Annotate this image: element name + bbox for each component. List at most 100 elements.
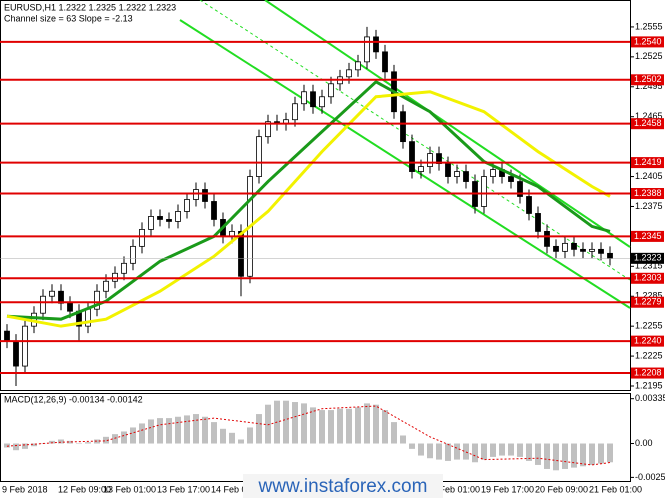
macd-bar [292,402,298,444]
current-price-tag [631,252,664,264]
macd-bar [301,403,307,444]
x-tick-label: 21 Feb 01:00 [589,484,642,494]
y-tick-label: 1.2255 [635,321,663,331]
candle-body [13,340,19,367]
macd-signal [6,405,611,466]
y-tick-label: 1.2225 [635,350,663,360]
macd-bar [157,418,163,444]
macd-bar [553,443,559,471]
candle-body [103,280,109,292]
candle-body [310,91,316,108]
macd-bar [4,443,10,448]
candle-body [121,262,127,274]
macd-bar [184,415,190,444]
x-tick-label: 9 Feb 2018 [2,484,48,494]
macd-bar [571,443,577,468]
watermark: www.instaforex.com [258,476,428,497]
macd-bar [193,414,199,444]
candle-body [607,252,613,259]
macd-bar [445,443,451,461]
macd-bar [562,443,568,469]
y-tick-label: 1.2495 [635,81,663,91]
candle-body [328,83,334,98]
candle-body [22,325,28,367]
candle-body [427,153,433,167]
candle-body [175,211,181,222]
macd-bar [400,435,406,444]
macd-bar [328,410,334,444]
candle-body [517,181,523,197]
candle-body [508,176,514,182]
x-tick-label: 20 Feb 09:00 [535,484,588,494]
x-tick-label: 19 Feb 01:00 [427,484,480,494]
y-tick-label: 1.2525 [635,51,663,61]
macd-bar [373,404,379,444]
level-tag [631,367,664,379]
candle-body [256,136,262,177]
level-tag [631,36,664,48]
candle-body [4,330,10,342]
macd-bar [427,443,433,459]
level-label: 1.2502 [634,74,662,84]
current-price-label: 1.2323 [634,253,662,263]
candle-body [49,290,55,297]
candle-body [454,171,460,177]
macd-bar [508,443,514,456]
candle-body [409,141,415,172]
level-label: 1.2303 [634,273,662,283]
macd-bar [535,443,541,465]
channel-middle [199,0,631,281]
level-tag [631,335,664,347]
candle-body [490,169,496,177]
candle-body [319,96,325,108]
macd-tick-label: -0.00253 [635,472,665,482]
level-tag [631,74,664,86]
level-tag [631,296,664,308]
x-tick-label: 13 Feb 17:00 [157,484,210,494]
macd-bar [76,443,82,445]
y-tick-label: 1.2195 [635,380,663,390]
macd-bar [166,418,172,444]
macd-bar [247,427,253,444]
main-panel [0,0,631,391]
candle-body [373,36,379,53]
candle-body [166,219,172,222]
candle-body [418,166,424,172]
macd-bar [85,442,91,444]
y-tick-label: 1.2285 [635,291,663,301]
macd-bar [598,443,604,464]
macd-bar [382,410,388,444]
macd-bar [481,443,487,460]
macd-bar [499,443,505,456]
candle-body [553,245,559,252]
macd-bar [283,400,289,444]
candle-body [238,231,244,277]
level-label: 1.2240 [634,336,662,346]
macd-bar [175,416,181,444]
macd-bar [436,443,442,460]
macd-bar [580,443,586,467]
candle-body [139,229,145,247]
macd-bar [364,403,370,444]
candle-body [265,121,271,138]
macd-bar [589,443,595,465]
level-label: 1.2388 [634,188,662,198]
level-tag [631,230,664,242]
moving-average [6,90,611,328]
macd-bar [319,410,325,444]
candle-body [382,51,388,73]
candle-body [346,69,352,78]
macd-bar [49,440,55,444]
macd-bar [139,423,145,444]
macd-bar [544,443,550,469]
macd-bar [103,436,109,444]
macd-bar [454,443,460,460]
candle-body [202,189,208,202]
candle-body [463,171,469,182]
candle-body [589,248,595,252]
level-tag [631,118,664,130]
y-tick-label: 1.2375 [635,201,663,211]
macd-bar [607,443,613,463]
candle-body [535,213,541,232]
